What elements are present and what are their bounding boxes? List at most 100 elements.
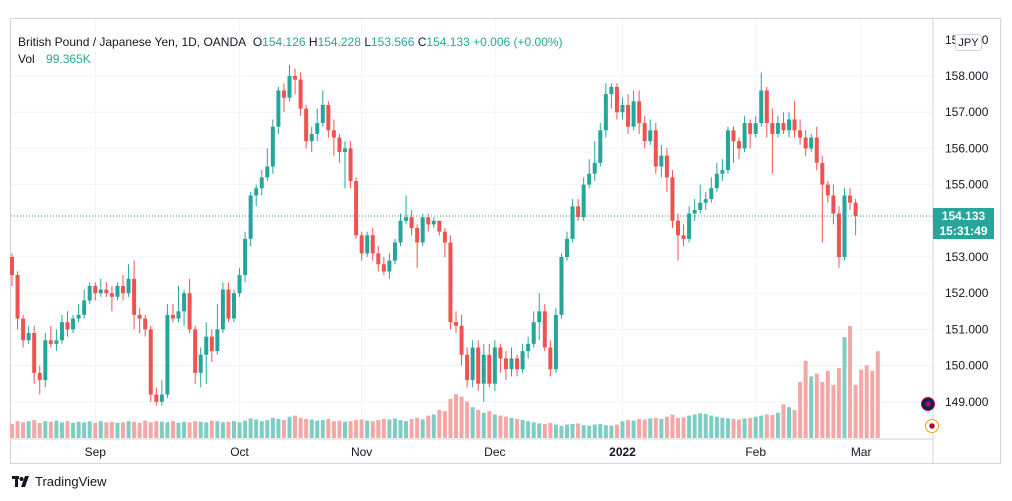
candle-body (692, 209, 697, 214)
price-axis-label: 157.000 (945, 105, 989, 119)
candle-body (71, 318, 76, 330)
candle-body (703, 199, 708, 203)
brand-name[interactable]: TradingView (35, 474, 107, 489)
candle-body (243, 238, 248, 276)
volume-bar (848, 326, 853, 438)
time-axis-label: Oct (230, 445, 249, 459)
candle-body (115, 285, 120, 297)
volume-legend: Vol 99.365K (18, 52, 91, 66)
candle-body (409, 217, 414, 229)
candle-body (526, 343, 531, 352)
volume-bar (431, 414, 436, 438)
event-flag-uk-icon[interactable] (921, 397, 935, 411)
event-flag-jp-icon[interactable] (925, 419, 939, 433)
candle-body (387, 260, 392, 272)
volume-bar (631, 420, 636, 438)
volume-bar (187, 422, 192, 438)
candle-body (109, 293, 114, 297)
volume-bar (481, 412, 486, 438)
candle-body (148, 329, 153, 395)
candle-body (825, 184, 830, 196)
price-axis-label: 150.000 (945, 359, 989, 373)
volume-bar (415, 417, 420, 438)
candle-body (509, 358, 514, 370)
volume-bar (115, 422, 120, 438)
volume-bar (10, 424, 14, 438)
candle-body (32, 333, 37, 373)
candle-body (836, 213, 841, 257)
high-label: H (308, 35, 318, 49)
candle-body (326, 104, 331, 131)
volume-bar (359, 419, 364, 438)
volume-bar (82, 422, 87, 438)
candle-body (226, 289, 231, 319)
volume-bar (581, 425, 586, 438)
candle-body (626, 104, 631, 127)
candle-body (454, 322, 458, 326)
candle-body (553, 314, 558, 370)
candle-body (104, 289, 109, 294)
volume-bar (104, 422, 109, 438)
candle-body (381, 264, 386, 272)
volume-bar (687, 415, 692, 438)
price-axis-label: 156.000 (945, 141, 989, 155)
volume-bar (598, 424, 603, 438)
volume-bar (126, 421, 131, 438)
candle-body (814, 137, 819, 163)
candle-body (798, 130, 803, 138)
volume-bar (459, 396, 464, 438)
volume-bar (692, 414, 697, 438)
volume-bar (293, 415, 298, 438)
volume-bar (742, 418, 747, 438)
volume-bar (787, 407, 791, 438)
candle-body (304, 108, 309, 142)
volume-bar (875, 351, 880, 438)
volume-bar (609, 425, 614, 438)
volume-bar (553, 424, 558, 438)
volume-bar (54, 420, 59, 438)
low-value: 153.566 (371, 35, 415, 49)
close-value: 154.133 (426, 35, 470, 49)
volume-bar (565, 424, 569, 438)
volume-bar (354, 420, 359, 438)
candle-body (187, 293, 192, 330)
volume-bar (492, 414, 497, 438)
time-axis-label: Mar (851, 445, 872, 459)
volume-bar (43, 421, 48, 438)
volume-bar (659, 418, 664, 438)
ohlc-legend: British Pound / Japanese Yen, 1D, OANDA … (18, 35, 563, 49)
candle-body (170, 314, 175, 319)
candle-body (648, 130, 653, 142)
tradingview-logo-icon (12, 475, 29, 487)
volume-label[interactable]: Vol (18, 52, 35, 66)
price-axis-label: 151.000 (945, 322, 989, 336)
candle-body (431, 220, 436, 225)
time-axis-label: Feb (745, 445, 766, 459)
volume-bar (193, 421, 198, 438)
candle-body (537, 311, 542, 323)
candle-body (676, 220, 680, 236)
volume-bar (681, 417, 686, 438)
price-axis-label: 152.000 (945, 286, 989, 300)
price-axis-label: 158.000 (945, 69, 989, 83)
open-value: 154.126 (262, 35, 306, 49)
volume-bar (603, 425, 608, 438)
candle-body (121, 285, 125, 294)
candle-body (487, 354, 492, 384)
volume-bar (265, 420, 270, 438)
volume-bar (137, 422, 142, 438)
volume-bar (37, 422, 42, 438)
volume-bar (304, 418, 309, 438)
candle-body (781, 123, 786, 131)
symbol-title[interactable]: British Pound / Japanese Yen, 1D, OANDA (18, 35, 246, 49)
candle-body (764, 90, 769, 124)
volume-bar (653, 417, 658, 438)
volume-bar (298, 417, 303, 438)
volume-bar (515, 418, 520, 438)
volume-bar (98, 421, 103, 438)
candle-body (293, 76, 298, 80)
candle-body (725, 130, 730, 171)
currency-badge[interactable]: JPY (955, 34, 982, 51)
candle-body (809, 137, 814, 149)
